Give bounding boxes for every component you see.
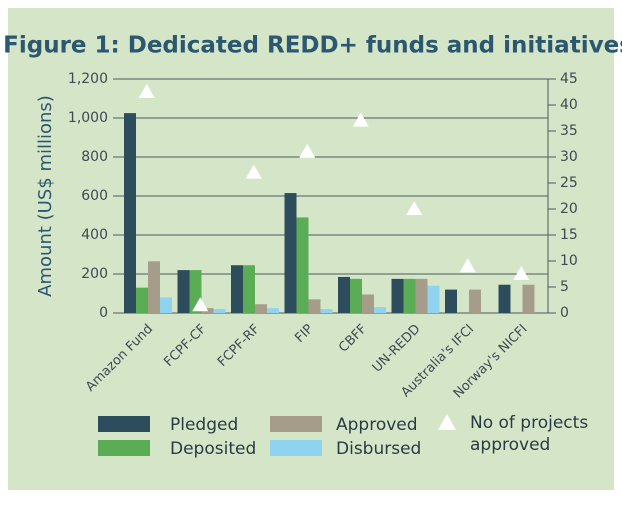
bar (213, 309, 226, 313)
y2-tick-label: 20 (560, 201, 578, 217)
bar (374, 307, 386, 313)
triangle-marker (406, 201, 423, 215)
legend-swatch (270, 416, 322, 432)
triangle-marker (513, 266, 530, 280)
bar (427, 285, 440, 313)
legend-label: No of projects approved (470, 413, 589, 455)
y2-tick-label: 0 (560, 305, 569, 321)
legend-label: Pledged (170, 415, 238, 435)
bar (391, 278, 404, 313)
legend-swatch (270, 440, 322, 456)
y2-tick-label: 45 (560, 71, 578, 87)
y-tick-label: 400 (81, 227, 108, 243)
y-tick-label: 1,000 (68, 110, 108, 126)
triangle-marker (299, 143, 316, 158)
y2-tick-label: 10 (560, 253, 578, 269)
bar (498, 284, 511, 313)
bar (522, 284, 535, 313)
bar (469, 289, 481, 313)
y2-tick-label: 35 (560, 123, 578, 139)
legend-swatch (98, 416, 150, 432)
y-tick-label: 200 (81, 266, 108, 282)
triangle-marker (138, 84, 155, 98)
bar (403, 278, 416, 313)
bar (177, 270, 190, 313)
bar (267, 308, 279, 313)
y2-tick-label: 15 (560, 227, 578, 243)
y2-tick-label: 5 (560, 279, 569, 295)
legend-label: Deposited (170, 439, 256, 459)
bar (231, 265, 243, 313)
bar (255, 304, 267, 313)
y-tick-label: 600 (81, 188, 108, 204)
triangle-marker (459, 258, 476, 273)
legend-swatch (98, 440, 150, 456)
bar (136, 287, 148, 313)
triangle-marker (245, 164, 262, 179)
y2-tick-label: 30 (560, 149, 578, 165)
legend-marker (438, 414, 456, 430)
y-tick-label: 800 (81, 149, 108, 165)
y2-tick-label: 40 (560, 97, 578, 113)
y-tick-label: 0 (99, 305, 108, 321)
bar (148, 261, 160, 313)
y2-tick-label: 25 (560, 175, 578, 191)
y-axis-label: Amount (US$ millions) (35, 95, 56, 297)
bar (362, 294, 374, 313)
bar (338, 276, 350, 313)
bar (243, 265, 255, 313)
bar (284, 193, 297, 313)
bar (415, 278, 428, 313)
bar (124, 113, 136, 313)
triangle-marker (192, 297, 209, 312)
chart-title: Figure 1: Dedicated REDD+ funds and init… (3, 33, 622, 59)
bar (445, 289, 457, 313)
legend-label: Disbursed (336, 439, 421, 459)
bar (320, 309, 333, 313)
y-tick-label: 1,200 (68, 71, 108, 87)
bar (308, 299, 321, 313)
bar (350, 278, 362, 313)
panel (8, 8, 614, 490)
bar (296, 217, 309, 313)
bar (160, 297, 172, 313)
triangle-marker (352, 112, 369, 127)
legend-label: Approved (336, 415, 418, 435)
